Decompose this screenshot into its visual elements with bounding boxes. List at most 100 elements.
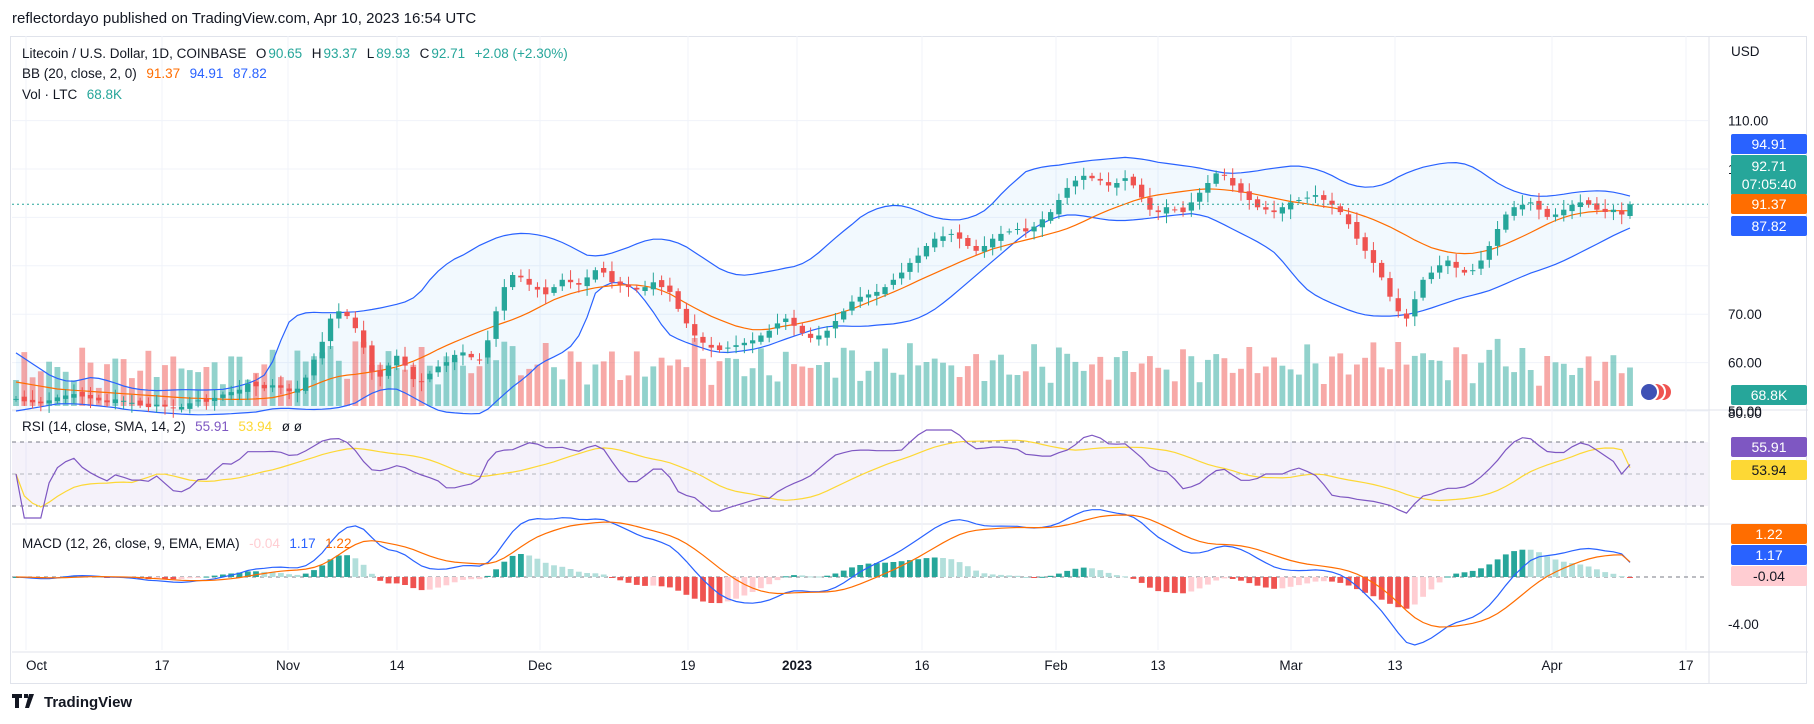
- candle-body: [559, 279, 565, 287]
- volume-bar: [907, 343, 913, 406]
- volume-legend[interactable]: Vol · LTC 68.8K: [22, 87, 124, 102]
- candle-body: [816, 335, 822, 340]
- candle-body: [1031, 226, 1037, 232]
- candle-body: [1544, 208, 1550, 217]
- macd-histogram-bar: [1337, 577, 1344, 583]
- candle-body: [1494, 229, 1501, 246]
- candle-body: [38, 401, 44, 404]
- volume-bar: [592, 364, 599, 406]
- volume-bar: [1627, 367, 1633, 406]
- macd-histogram-bar: [1031, 577, 1037, 578]
- macd-histogram-bar: [782, 576, 789, 578]
- volume-bar: [625, 375, 632, 406]
- candle-body: [1188, 202, 1194, 211]
- candle-body: [501, 287, 507, 311]
- macd-histogram-bar: [923, 558, 930, 577]
- macd-histogram-bar: [451, 577, 458, 583]
- candle-body: [1205, 183, 1211, 193]
- volume-bar: [534, 364, 541, 406]
- candle-body: [145, 403, 152, 408]
- candle-body: [1221, 174, 1228, 176]
- candle-body: [1345, 214, 1352, 225]
- rsi-legend[interactable]: RSI (14, close, SMA, 14, 2) 55.91 53.94 …: [22, 419, 304, 434]
- macd-value: 1.17: [289, 536, 316, 551]
- bb-legend[interactable]: BB (20, close, 2, 0) 91.37 94.91 87.82: [22, 66, 269, 81]
- volume-bar: [369, 365, 375, 406]
- macd-histogram-bar: [691, 577, 698, 599]
- volume-bar: [1304, 344, 1311, 406]
- candle-body: [584, 277, 590, 287]
- volume-bar: [1072, 361, 1079, 406]
- candle-body: [899, 272, 905, 279]
- macd-histogram-bar: [1370, 577, 1377, 597]
- candle-body: [452, 354, 458, 363]
- candle-body: [377, 370, 383, 377]
- volume-bar: [1387, 369, 1393, 406]
- macd-histogram-bar: [998, 574, 1004, 577]
- volume-bar: [1213, 354, 1220, 406]
- macd-histogram-bar: [1188, 577, 1195, 592]
- volume-bar: [104, 364, 110, 406]
- candle-body: [1072, 180, 1079, 187]
- volume-bar: [1436, 360, 1443, 406]
- symbol-title[interactable]: Litecoin / U.S. Dollar, 1D, COINBASE: [22, 46, 247, 61]
- candle-body: [278, 385, 284, 388]
- macd-histogram-bar: [501, 561, 508, 577]
- macd-histogram-bar: [418, 577, 425, 591]
- macd-histogram-bar: [385, 577, 392, 584]
- candle-body: [1461, 269, 1468, 273]
- macd-histogram-bar: [1047, 575, 1054, 577]
- volume-bar: [658, 357, 665, 406]
- volume-bar: [542, 343, 549, 406]
- candle-body: [286, 388, 292, 392]
- macd-histogram-bar: [1478, 568, 1484, 577]
- volume-bar: [749, 368, 756, 406]
- candle-body: [956, 232, 963, 239]
- candle-body: [733, 345, 739, 347]
- candle-body: [228, 392, 234, 396]
- candle-body: [63, 395, 69, 399]
- volume-bar: [1246, 347, 1253, 406]
- macd-histogram-bar: [468, 577, 475, 580]
- volume-bar: [1420, 353, 1426, 406]
- volume-bar: [37, 371, 44, 406]
- volume-bar: [402, 369, 408, 406]
- candle-body: [294, 388, 301, 393]
- volume-bar: [112, 358, 119, 406]
- macd-histogram-bar: [1569, 563, 1575, 577]
- candle-body: [716, 345, 723, 350]
- volume-bar: [203, 367, 210, 406]
- x-tick-label: Mar: [1279, 658, 1303, 673]
- macd-histogram-bar: [1287, 577, 1294, 587]
- candle-body: [112, 399, 118, 403]
- x-tick-label: Apr: [1541, 658, 1563, 673]
- badge-macd-signal: 1.22: [1731, 524, 1807, 544]
- volume-bar: [493, 360, 499, 406]
- candle-body: [1163, 207, 1170, 214]
- macd-legend[interactable]: MACD (12, 26, close, 9, EMA, EMA) -0.04 …: [22, 536, 353, 551]
- candle-body: [1039, 219, 1045, 228]
- candle-body: [510, 275, 516, 288]
- candle-body: [534, 286, 541, 290]
- candle-body: [667, 285, 673, 292]
- macd-histogram-bar: [1560, 561, 1567, 577]
- macd-histogram-bar: [1469, 570, 1476, 577]
- volume-bar: [54, 367, 61, 406]
- tradingview-logo[interactable]: TradingView: [12, 694, 132, 711]
- candle-body: [1304, 197, 1310, 199]
- volume-bar: [1519, 348, 1526, 406]
- macd-histogram-bar: [1171, 577, 1178, 593]
- macd-histogram-bar: [907, 560, 913, 577]
- volume-label: Vol · LTC: [22, 87, 78, 102]
- macd-histogram-bar: [211, 575, 218, 577]
- volume-bar: [1478, 362, 1484, 406]
- macd-histogram-bar: [484, 575, 491, 577]
- candle-body: [634, 287, 640, 290]
- volume-bar: [816, 365, 822, 406]
- macd-histogram-bar: [973, 570, 979, 577]
- candle-body: [708, 344, 714, 348]
- volume-bar: [1188, 356, 1195, 406]
- candle-body: [1288, 202, 1294, 210]
- candle-body: [1536, 200, 1542, 210]
